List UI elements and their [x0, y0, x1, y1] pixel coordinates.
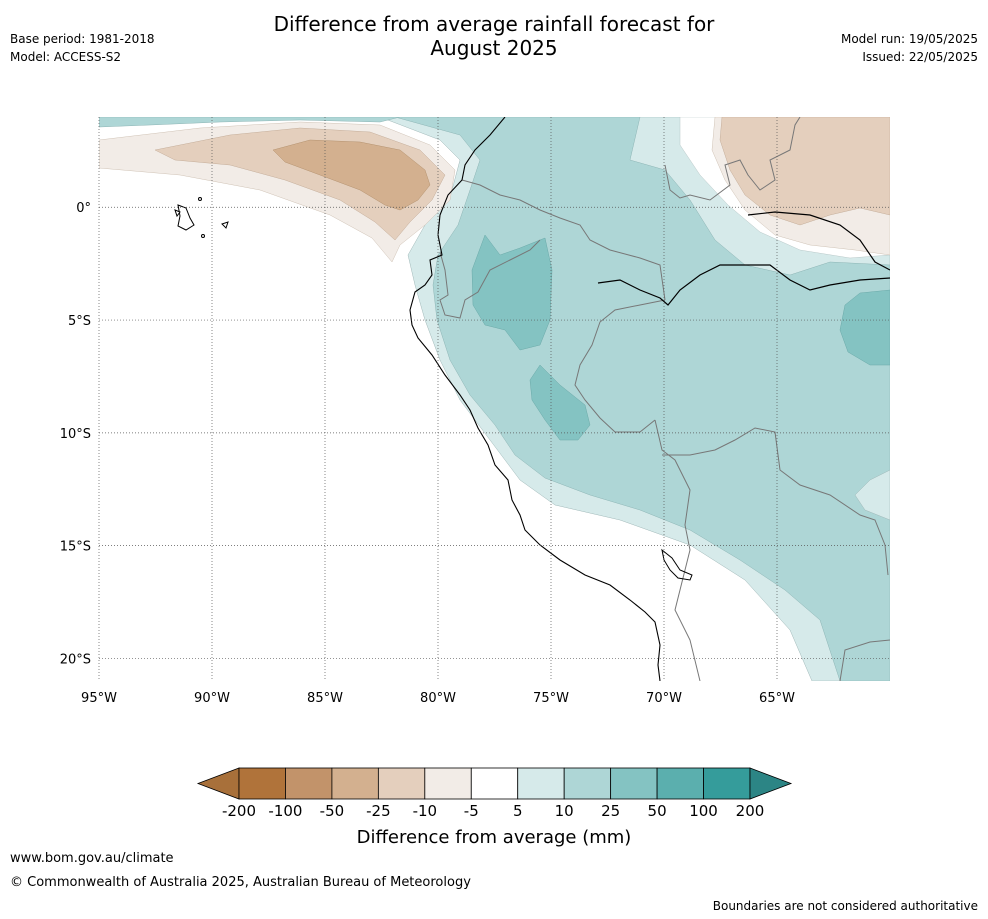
title-line-2: August 2025 — [430, 36, 558, 60]
longitude-labels: 95°W 90°W 85°W 80°W 75°W 70°W 65°W — [81, 691, 795, 706]
contour-25-50-central — [529, 364, 591, 441]
colorbar-swatch — [563, 767, 612, 800]
disclaimer-text: Boundaries are not considered authoritat… — [712, 899, 978, 913]
colorbar-swatch — [331, 767, 379, 800]
border-colombia-venezuela — [664, 117, 801, 201]
contour-25-50-peru — [471, 234, 553, 351]
border-colombia-ecuador-peru — [461, 179, 666, 301]
colorbar-tick-label: 10 — [555, 802, 574, 820]
colorbar-tick-label: -50 — [320, 802, 345, 820]
model-text: Model: ACCESS-S2 — [10, 50, 122, 64]
longitude-label: 65°W — [759, 691, 795, 706]
colorbar-swatch — [517, 767, 565, 800]
latitude-label: 0° — [76, 201, 91, 216]
longitude-label: 90°W — [194, 691, 230, 706]
latitude-label: 15°S — [60, 540, 91, 555]
colorbar-title: Difference from average (mm) — [357, 827, 632, 848]
colorbar-swatch — [703, 767, 751, 800]
website-link[interactable]: www.bom.gov.au/climate — [10, 851, 174, 866]
longitude-label: 85°W — [307, 691, 343, 706]
longitude-label: 75°W — [533, 691, 569, 706]
metadata-left: Base period: 1981-2018 Model: ACCESS-S2 — [10, 30, 155, 66]
longitude-label: 95°W — [81, 691, 117, 706]
coastline-west — [409, 117, 661, 681]
contour-dry-tongue-core — [272, 139, 431, 211]
border-peru-brazil — [574, 299, 666, 433]
map-gridlines — [98, 117, 890, 681]
lake-titicaca — [661, 548, 693, 581]
border-ecuador-peru — [439, 239, 541, 319]
colorbar-swatch — [424, 767, 472, 800]
colorbar-extend-high — [749, 767, 793, 800]
colorbar-tick-label: -100 — [268, 802, 302, 820]
colorbar-tick-label: -25 — [366, 802, 391, 820]
colorbar-tick-label: 5 — [513, 802, 523, 820]
colorbar-tick-label: -5 — [464, 802, 479, 820]
contour-5-10-east-spot — [854, 469, 890, 521]
colorbar-swatch — [285, 767, 333, 800]
colorbar-swatch — [610, 767, 658, 800]
latitude-label: 20°S — [60, 652, 91, 667]
contour-25-50-east — [839, 289, 890, 366]
colorbar-swatch — [238, 767, 286, 800]
colorbar: -200 -100 -50 -25 -10 -5 5 10 25 50 100 200 — [196, 767, 793, 820]
colorbar-swatch — [470, 767, 519, 800]
rainfall-anomaly-map — [99, 117, 890, 681]
latitude-label: 5°S — [68, 314, 91, 329]
metadata-right: Model run: 19/05/2025 Issued: 22/05/2025 — [841, 30, 978, 66]
latitude-label: 10°S — [60, 427, 91, 442]
latitude-labels: 0° 5°S 10°S 15°S 20°S — [60, 201, 91, 667]
longitude-label: 70°W — [646, 691, 682, 706]
base-period-text: Base period: 1981-2018 — [10, 32, 155, 46]
border-bolivia-south — [839, 639, 890, 681]
page-title: Difference from average rainfall forecas… — [0, 12, 988, 60]
colorbar-tick-label: 100 — [689, 802, 718, 820]
copyright-text: © Commonwealth of Australia 2025, Austra… — [10, 875, 471, 890]
colorbar-tick-label: -200 — [222, 802, 256, 820]
contour-northern-ocean-strip — [99, 117, 401, 128]
longitude-label: 80°W — [420, 691, 456, 706]
issued-text: Issued: 22/05/2025 — [862, 50, 978, 64]
title-line-1: Difference from average rainfall forecas… — [273, 12, 715, 36]
model-run-text: Model run: 19/05/2025 — [840, 32, 978, 46]
border-bolivia-brazil — [662, 427, 889, 576]
contour-dry-northeast — [719, 117, 890, 226]
colorbar-swatch — [377, 767, 426, 800]
colorbar-tick-label: 25 — [601, 802, 620, 820]
galapagos-islands — [174, 197, 229, 238]
amazon-river — [597, 264, 890, 306]
amazon-river-north — [747, 211, 890, 271]
colorbar-tick-label: -10 — [413, 802, 438, 820]
colorbar-extend-low — [196, 767, 240, 800]
colorbar-tick-label: 200 — [736, 802, 765, 820]
colorbar-tick-label: 50 — [648, 802, 667, 820]
colorbar-swatch — [656, 767, 704, 800]
